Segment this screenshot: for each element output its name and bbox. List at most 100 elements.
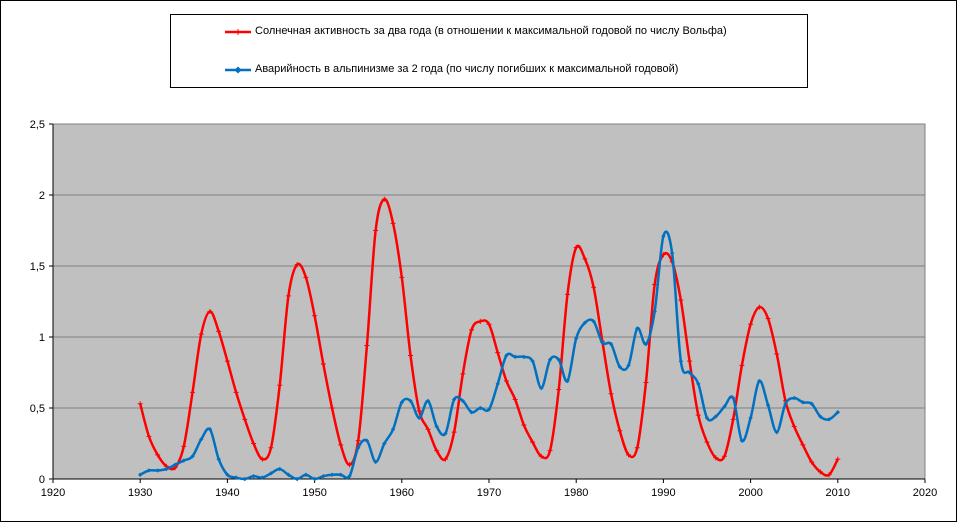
x-tick-label: 2000 — [738, 487, 762, 499]
data-point-1 — [722, 404, 727, 409]
data-point-0 — [277, 382, 283, 388]
x-tick-label: 1920 — [41, 487, 65, 499]
data-point-1 — [792, 395, 797, 401]
data-point-0 — [687, 358, 693, 364]
data-point-1 — [294, 476, 300, 482]
data-point-1 — [652, 309, 657, 314]
data-point-1 — [181, 458, 186, 463]
legend-swatch-accidents — [225, 66, 251, 74]
data-point-1 — [626, 363, 631, 368]
data-point-1 — [434, 424, 439, 429]
data-point-0 — [477, 318, 483, 324]
data-point-1 — [643, 341, 649, 347]
plot-area — [53, 124, 925, 479]
data-point-1 — [582, 320, 588, 325]
data-point-0 — [512, 396, 518, 402]
data-point-0 — [390, 220, 396, 226]
data-point-1 — [704, 415, 710, 421]
x-tick-label: 1990 — [651, 487, 675, 499]
data-point-0 — [530, 439, 536, 445]
data-point-0 — [190, 389, 196, 395]
data-point-1 — [199, 437, 204, 442]
data-point-0 — [538, 453, 544, 459]
data-point-0 — [346, 462, 352, 468]
data-point-1 — [757, 378, 762, 384]
data-point-0 — [695, 412, 701, 418]
data-point-1 — [504, 353, 509, 358]
data-point-0 — [137, 401, 143, 407]
data-point-1 — [696, 381, 701, 387]
data-point-0 — [521, 422, 527, 428]
y-tick-label: 2 — [39, 190, 45, 202]
data-point-0 — [495, 350, 501, 356]
data-point-0 — [355, 438, 361, 444]
chart-legend: Солнечная активность за два года (в отно… — [170, 14, 808, 88]
data-point-0 — [442, 456, 448, 462]
data-point-0 — [608, 391, 614, 397]
data-point-0 — [704, 439, 710, 445]
data-point-1 — [347, 473, 352, 479]
data-point-1 — [739, 438, 745, 443]
data-point-1 — [818, 414, 823, 419]
data-point-0 — [817, 469, 823, 475]
data-point-1 — [338, 472, 343, 477]
x-tick-label: 1980 — [564, 487, 588, 499]
data-point-0 — [408, 352, 414, 358]
data-point-1 — [530, 358, 535, 364]
data-point-0 — [451, 429, 457, 435]
data-point-1 — [478, 405, 483, 411]
data-point-1 — [687, 370, 692, 375]
data-point-0 — [251, 441, 257, 446]
data-point-1 — [678, 358, 684, 364]
data-point-0 — [835, 456, 841, 462]
data-point-1 — [312, 476, 317, 482]
data-point-0 — [756, 304, 762, 310]
data-point-0 — [486, 321, 492, 327]
data-point-1 — [172, 462, 178, 467]
data-point-1 — [242, 476, 248, 482]
data-point-0 — [320, 361, 326, 367]
data-point-1 — [190, 454, 195, 459]
data-point-1 — [600, 340, 605, 345]
x-tick-label: 1940 — [215, 487, 239, 499]
data-point-1 — [417, 415, 422, 421]
data-point-1 — [303, 472, 309, 477]
data-point-0 — [791, 423, 797, 429]
data-point-1 — [765, 402, 771, 408]
data-point-1 — [635, 326, 640, 331]
data-point-1 — [425, 398, 431, 404]
data-point-0 — [643, 379, 649, 385]
data-point-1 — [390, 427, 396, 432]
data-point-0 — [800, 442, 806, 448]
data-point-0 — [748, 321, 754, 327]
data-point-1 — [809, 401, 814, 406]
data-point-1 — [730, 395, 736, 401]
data-point-1 — [155, 468, 160, 473]
data-point-1 — [460, 398, 466, 404]
data-point-0 — [303, 274, 309, 280]
data-point-1 — [164, 466, 169, 472]
y-tick-label: 0 — [39, 474, 45, 486]
data-point-0 — [381, 196, 387, 202]
data-point-0 — [826, 472, 832, 478]
data-point-1 — [329, 472, 335, 477]
data-point-1 — [835, 410, 840, 415]
data-point-1 — [565, 378, 570, 384]
data-point-0 — [294, 262, 300, 268]
data-point-1 — [512, 354, 518, 360]
x-tick-label: 1950 — [302, 487, 326, 499]
data-point-1 — [233, 475, 239, 480]
data-point-1 — [591, 319, 596, 324]
data-point-0 — [399, 274, 405, 280]
legend-label-accidents: Аварийность в альпинизме за 2 года (по ч… — [255, 63, 679, 75]
x-tick-label: 1930 — [128, 487, 152, 499]
y-tick-label: 1,5 — [30, 261, 45, 273]
y-tick-label: 2,5 — [30, 119, 45, 131]
data-point-1 — [321, 473, 326, 479]
data-point-0 — [652, 281, 658, 287]
data-point-1 — [146, 468, 152, 473]
y-tick-label: 0,5 — [30, 403, 45, 415]
data-point-0 — [721, 453, 727, 459]
data-point-1 — [207, 427, 213, 432]
